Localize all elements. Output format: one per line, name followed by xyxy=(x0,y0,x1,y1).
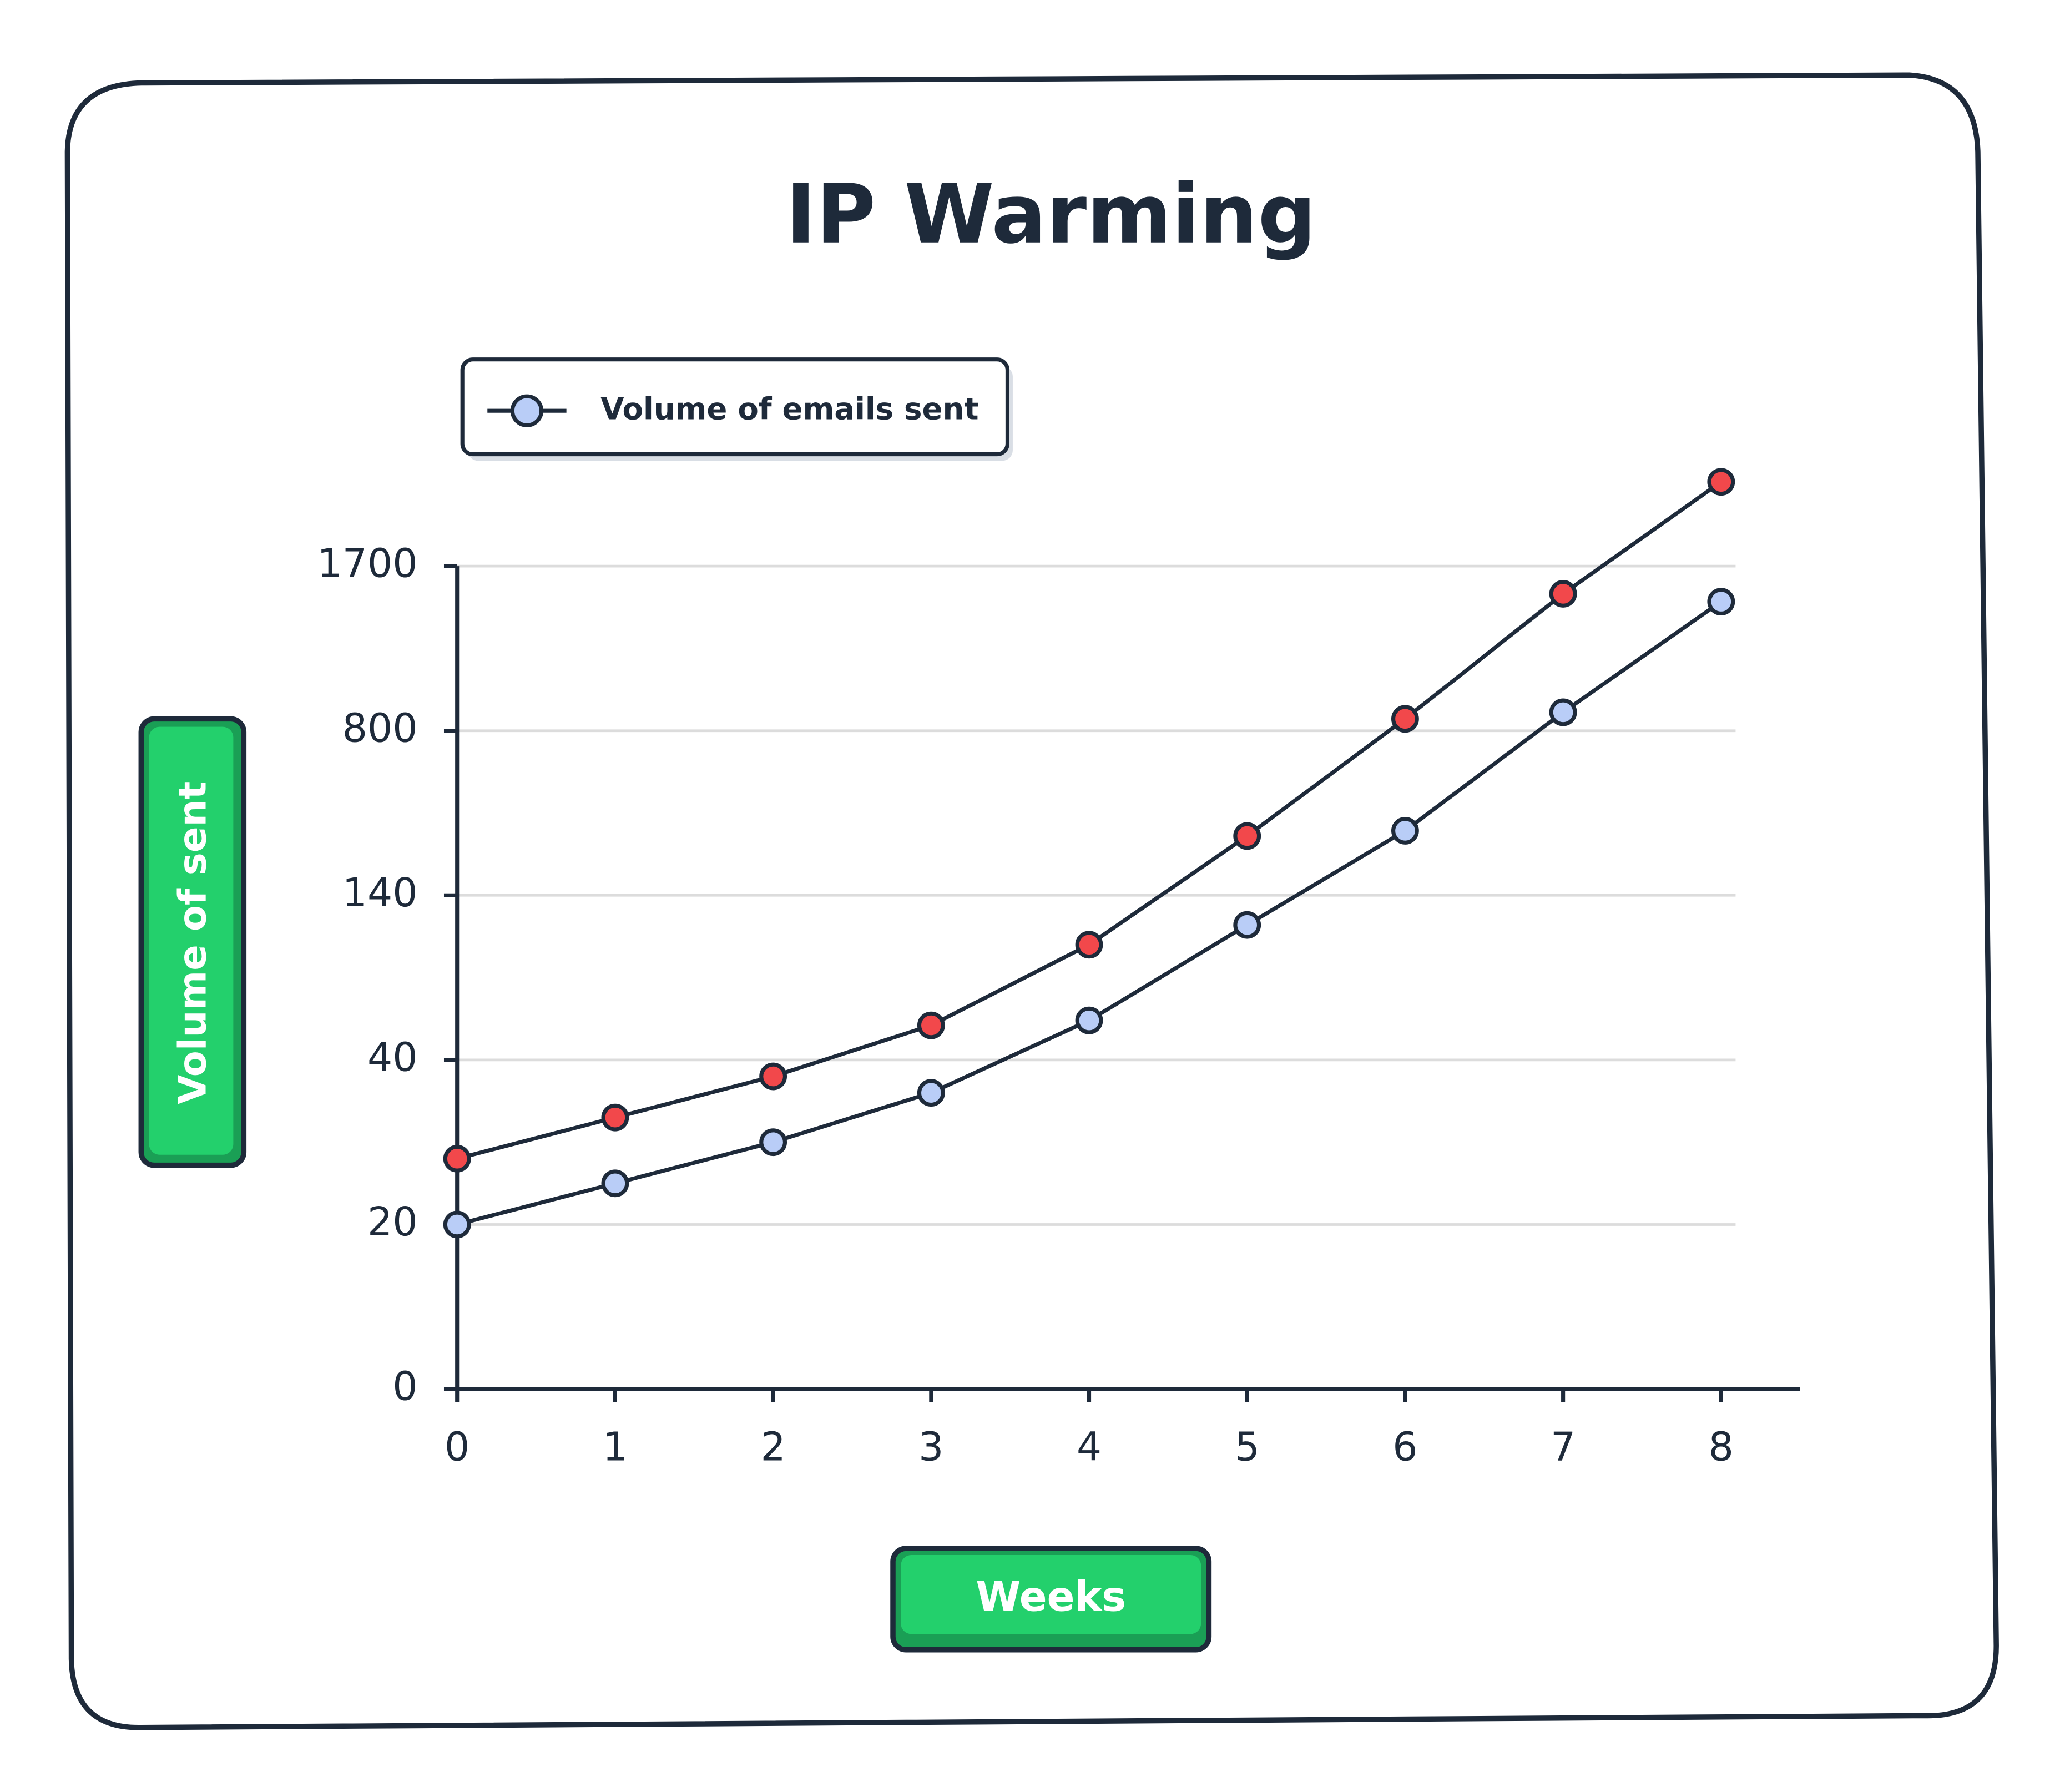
y-label-box: Volume of sent xyxy=(138,716,247,1168)
x-tick-label: 1 xyxy=(603,1424,628,1470)
y-axis-label: Volume of sent xyxy=(171,781,215,1104)
y-tick-label: 800 xyxy=(342,705,418,751)
data-point xyxy=(917,1079,945,1107)
legend-box xyxy=(460,357,1009,457)
y-tick-label: 140 xyxy=(342,870,418,916)
data-point xyxy=(759,1062,787,1091)
data-point xyxy=(601,1103,629,1132)
x-tick-label: 3 xyxy=(918,1424,943,1470)
data-point xyxy=(1549,580,1577,608)
data-point xyxy=(917,1011,945,1039)
legend: Volume of emails sent xyxy=(460,357,1013,461)
y-tick-label: 40 xyxy=(367,1034,418,1080)
y-tick-label: 20 xyxy=(367,1199,418,1245)
frame xyxy=(64,72,1999,1730)
x-tick-label: 0 xyxy=(445,1424,469,1470)
legend-label: Volume of emails sent xyxy=(600,391,978,426)
data-point xyxy=(443,1210,471,1239)
y-tick-label: 1700 xyxy=(317,541,417,587)
data-point xyxy=(759,1128,787,1157)
data-point xyxy=(1549,698,1577,726)
data-point xyxy=(1391,705,1419,733)
data-point xyxy=(1233,911,1261,939)
x-tick-label: 6 xyxy=(1392,1424,1417,1470)
data-point xyxy=(1707,588,1735,616)
x-tick-label: 7 xyxy=(1551,1424,1576,1470)
data-point xyxy=(1075,931,1103,959)
y-label-fill xyxy=(149,726,234,1155)
x-tick-label: 4 xyxy=(1077,1424,1102,1470)
data-point xyxy=(1391,817,1419,845)
data-point xyxy=(1233,822,1261,850)
x-tick-label: 8 xyxy=(1709,1424,1734,1470)
data-point xyxy=(1707,468,1735,496)
x-label-fill xyxy=(901,1554,1201,1634)
legend-marker xyxy=(510,394,544,427)
x-axis-label: Weeks xyxy=(976,1574,1126,1621)
x-tick-label: 2 xyxy=(760,1424,785,1470)
chart-title: IP Warming xyxy=(786,166,1316,262)
y-tick-label: 0 xyxy=(392,1364,417,1410)
data-point xyxy=(443,1144,471,1173)
x-label-box: Weeks xyxy=(890,1546,1212,1653)
data-point xyxy=(1075,1006,1103,1034)
data-point xyxy=(601,1169,629,1198)
x-tick-label: 5 xyxy=(1235,1424,1260,1470)
